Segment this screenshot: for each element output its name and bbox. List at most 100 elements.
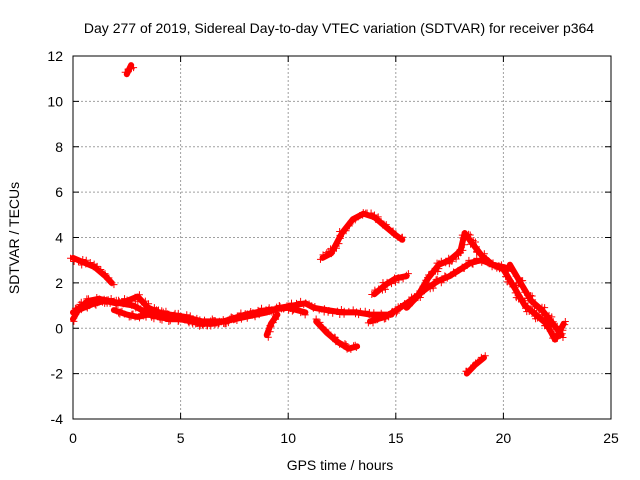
data-point <box>146 310 154 318</box>
data-point <box>79 255 87 263</box>
data-point <box>77 306 85 314</box>
data-point <box>541 304 549 312</box>
data-point <box>378 286 386 294</box>
data-point <box>110 281 118 289</box>
data-point <box>302 299 310 307</box>
series-arc-7 <box>110 305 230 330</box>
data-point <box>399 275 407 283</box>
data-point <box>347 217 355 225</box>
data-point <box>382 221 390 229</box>
data-point <box>425 271 433 279</box>
data-series <box>67 62 569 377</box>
data-point <box>135 314 143 322</box>
data-point <box>345 222 353 230</box>
data-point <box>471 238 479 246</box>
y-tick-label: 12 <box>47 48 63 64</box>
data-point <box>509 267 517 275</box>
data-point <box>474 358 482 366</box>
data-point <box>308 302 316 310</box>
data-point <box>312 315 320 323</box>
data-point <box>521 288 529 296</box>
data-point <box>422 276 430 284</box>
data-point <box>115 298 123 306</box>
data-point <box>208 319 216 327</box>
x-tick-label: 10 <box>280 430 296 446</box>
data-point <box>105 274 113 282</box>
data-point <box>211 321 219 329</box>
data-point <box>342 341 350 349</box>
data-point <box>481 352 489 360</box>
data-point <box>465 367 473 375</box>
data-point <box>465 256 473 264</box>
data-point <box>359 211 367 219</box>
series-line <box>123 62 135 78</box>
data-point <box>511 289 519 297</box>
data-point <box>301 311 309 319</box>
x-tick-label: 20 <box>496 430 512 446</box>
data-point <box>324 328 332 336</box>
series-arc-4 <box>462 352 489 377</box>
series-line <box>367 257 515 325</box>
data-point <box>404 270 412 278</box>
data-point <box>340 310 348 318</box>
data-point <box>156 315 164 323</box>
data-point <box>549 334 557 342</box>
x-tick-label: 25 <box>603 430 619 446</box>
data-point <box>391 278 399 286</box>
data-point <box>86 258 94 266</box>
data-point <box>459 246 467 254</box>
y-tick-label: 6 <box>55 184 63 200</box>
data-point <box>233 312 241 320</box>
data-point <box>445 254 453 262</box>
data-point <box>97 266 105 274</box>
data-point <box>370 211 378 219</box>
data-point <box>548 313 556 321</box>
data-point <box>437 257 445 265</box>
data-point <box>331 334 339 342</box>
data-point <box>561 321 569 329</box>
data-point <box>101 270 109 278</box>
x-axis-title: GPS time / hours <box>287 457 394 473</box>
data-point <box>165 317 173 325</box>
y-tick-label: -2 <box>51 366 64 382</box>
series-arc-3 <box>316 209 406 263</box>
data-point <box>266 328 274 336</box>
data-point <box>416 287 424 295</box>
data-point <box>516 279 524 287</box>
data-point <box>130 64 138 72</box>
data-point <box>215 317 223 325</box>
data-point <box>536 306 544 314</box>
data-point <box>374 316 382 324</box>
data-point <box>316 318 324 326</box>
data-point <box>547 322 555 330</box>
data-point <box>383 278 391 286</box>
data-point <box>442 259 450 267</box>
data-point <box>339 228 347 236</box>
y-tick-label: 2 <box>55 275 63 291</box>
data-point <box>558 330 566 338</box>
y-tick-label: 8 <box>55 139 63 155</box>
data-point <box>78 261 86 269</box>
data-point <box>264 333 272 341</box>
data-point <box>452 255 460 263</box>
data-point <box>370 309 378 317</box>
data-point <box>502 273 510 281</box>
data-point <box>276 302 284 310</box>
data-point <box>368 291 376 299</box>
x-tick-label: 5 <box>177 430 185 446</box>
series-arc-13 <box>505 261 567 342</box>
series-arc-8 <box>263 311 281 341</box>
data-point <box>355 311 363 319</box>
data-point <box>145 300 153 308</box>
data-point <box>432 276 440 284</box>
data-point <box>127 297 135 305</box>
data-point <box>529 307 537 315</box>
data-point <box>518 283 526 291</box>
data-point <box>150 304 158 312</box>
chart-title: Day 277 of 2019, Sidereal Day-to-day VTE… <box>84 20 594 36</box>
data-point <box>297 297 305 305</box>
data-point <box>74 257 82 265</box>
data-point <box>112 305 120 313</box>
data-point <box>473 248 481 256</box>
